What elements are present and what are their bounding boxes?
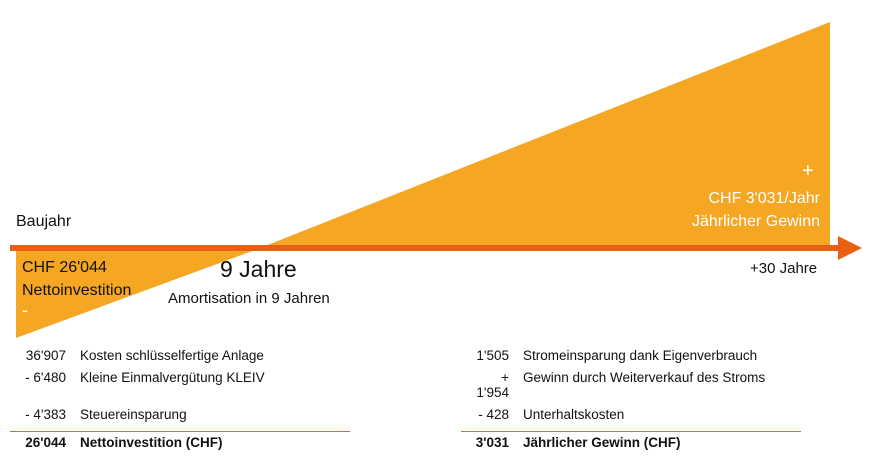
profit-amount: CHF 3'031/Jahr	[708, 190, 820, 207]
row-label: Kleine Einmalvergütung KLEIV	[80, 370, 265, 385]
divider	[461, 431, 801, 432]
profit-sign: +	[802, 160, 814, 182]
row-value: - 428	[478, 407, 509, 422]
start-label: Baujahr	[16, 213, 72, 230]
payback-title: 9 Jahre	[220, 256, 297, 282]
investment-amount: CHF 26'044	[22, 259, 107, 276]
total-label: Jährlicher Gewinn (CHF)	[523, 435, 681, 450]
investment-sign: -	[22, 300, 28, 320]
row-label: Steuereinsparung	[80, 407, 187, 422]
payback-subtitle: Amortisation in 9 Jahren	[168, 290, 330, 307]
divider	[10, 431, 350, 432]
timeline-arrow-shaft	[10, 245, 842, 251]
row-value: 36'907	[25, 348, 66, 363]
end-label: +30 Jahre	[750, 260, 818, 277]
total-value: 26'044	[25, 435, 66, 450]
investment-triangle	[16, 250, 255, 338]
row-value: - 6'480	[25, 370, 66, 385]
row-label: Kosten schlüsselfertige Anlage	[80, 348, 264, 363]
timeline-arrow-head	[838, 236, 862, 260]
total-value: 3'031	[475, 435, 509, 450]
profit-label: Jährlicher Gewinn	[691, 213, 820, 230]
row-value: - 4'383	[25, 407, 66, 422]
row-value: 1'505	[476, 348, 509, 363]
row-label: Gewinn durch Weiterverkauf des Stroms	[523, 370, 766, 385]
total-label: Nettoinvestition (CHF)	[80, 435, 223, 450]
row-label: Unterhaltskosten	[523, 407, 625, 422]
investment-label: Nettoinvestition	[22, 282, 132, 299]
row-label: Stromeinsparung dank Eigenverbrauch	[523, 348, 758, 363]
profit-triangle	[255, 22, 830, 250]
row-value: + 1'954	[476, 370, 509, 400]
